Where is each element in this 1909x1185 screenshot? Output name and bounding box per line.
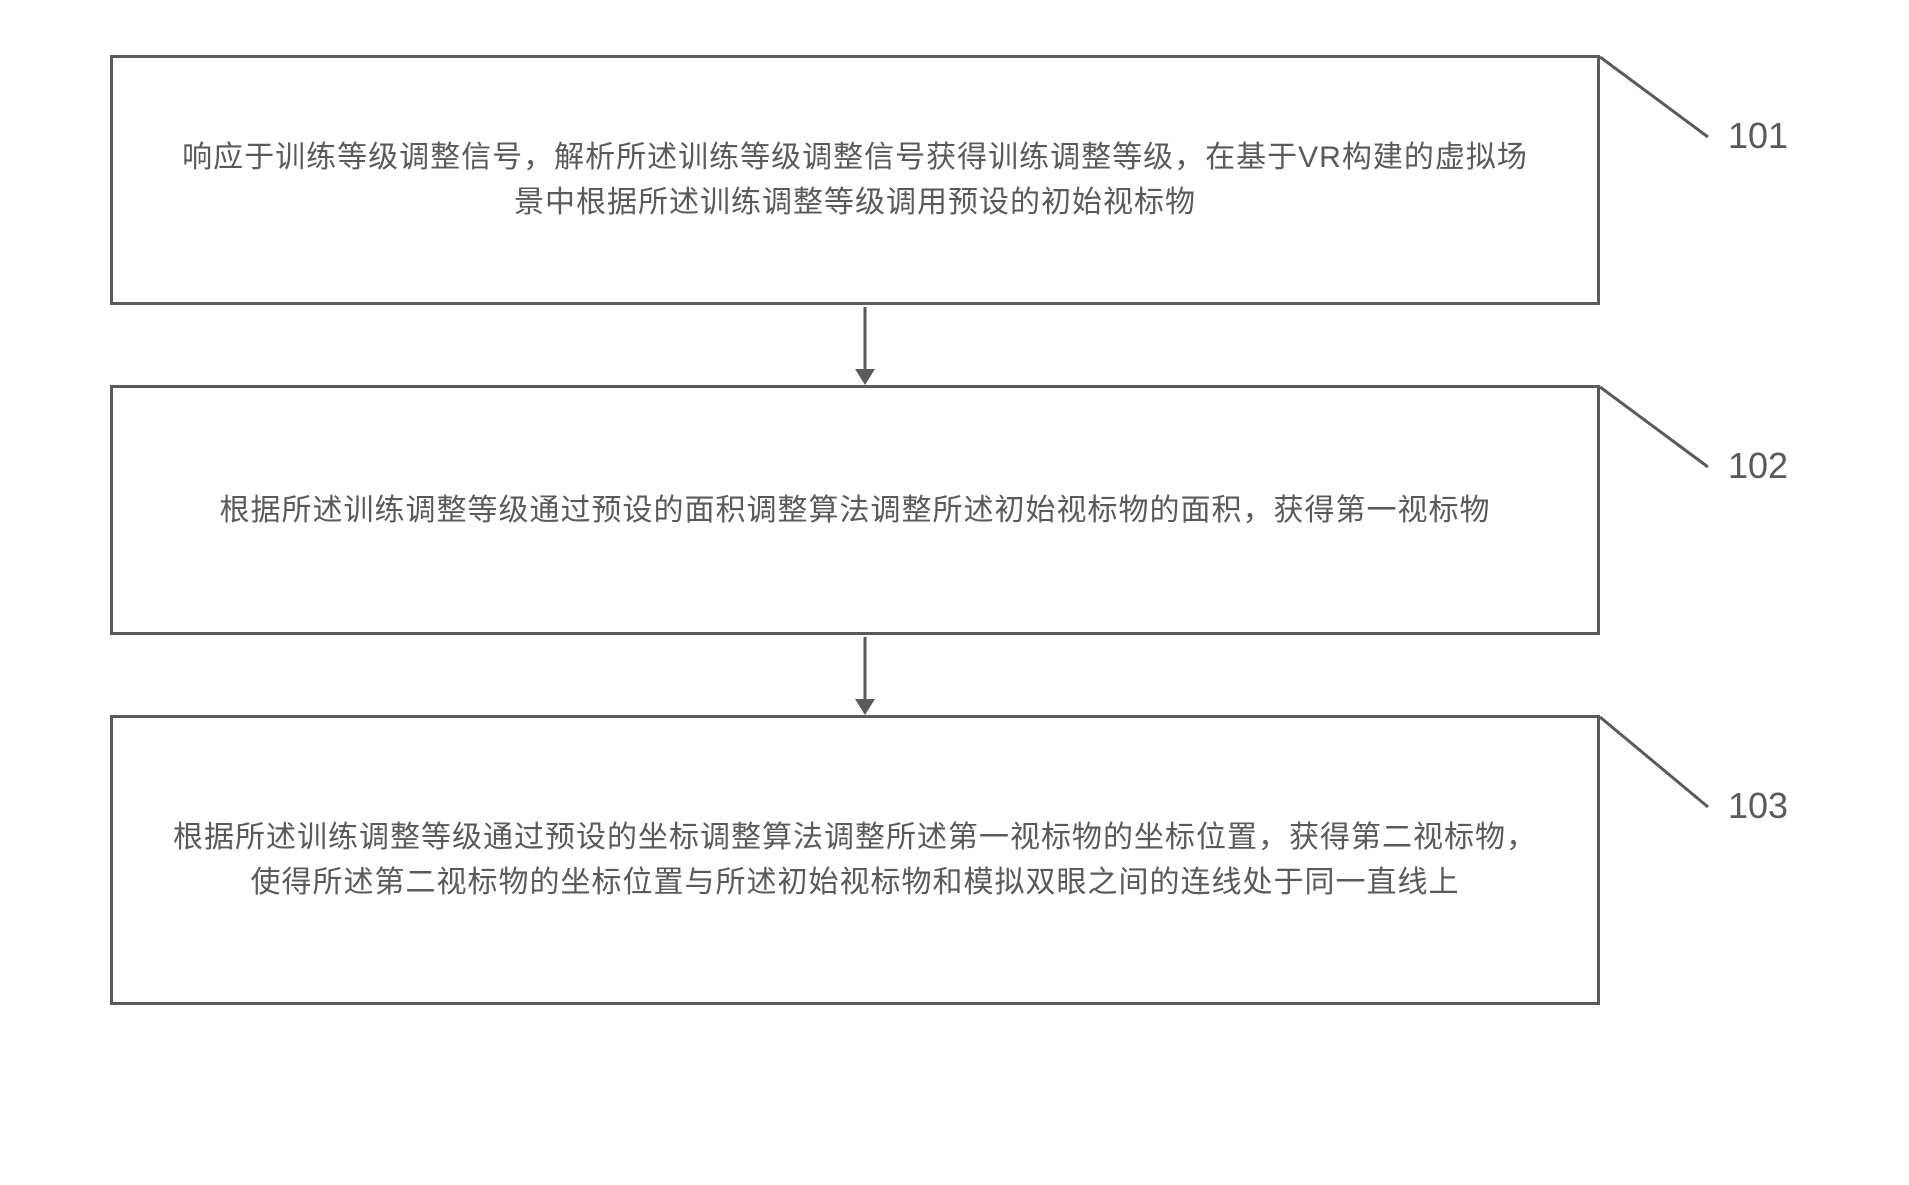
label-connector-101	[1600, 55, 1730, 145]
step-label-101: 101	[1728, 115, 1788, 157]
flow-arrow-1	[855, 307, 875, 385]
step-text: 响应于训练等级调整信号，解析所述训练等级调整信号获得训练调整等级，在基于VR构建…	[173, 135, 1537, 225]
step-text: 根据所述训练调整等级通过预设的坐标调整算法调整所述第一视标物的坐标位置，获得第二…	[173, 815, 1537, 905]
flow-arrow-2	[855, 637, 875, 715]
step-text: 根据所述训练调整等级通过预设的面积调整算法调整所述初始视标物的面积，获得第一视标…	[220, 488, 1491, 533]
flowchart-step-102: 根据所述训练调整等级通过预设的面积调整算法调整所述初始视标物的面积，获得第一视标…	[110, 385, 1600, 635]
flowchart-step-103: 根据所述训练调整等级通过预设的坐标调整算法调整所述第一视标物的坐标位置，获得第二…	[110, 715, 1600, 1005]
flowchart-step-101: 响应于训练等级调整信号，解析所述训练等级调整信号获得训练调整等级，在基于VR构建…	[110, 55, 1600, 305]
step-label-102: 102	[1728, 445, 1788, 487]
label-connector-102	[1600, 385, 1730, 475]
step-label-103: 103	[1728, 785, 1788, 827]
label-connector-103	[1600, 715, 1730, 815]
